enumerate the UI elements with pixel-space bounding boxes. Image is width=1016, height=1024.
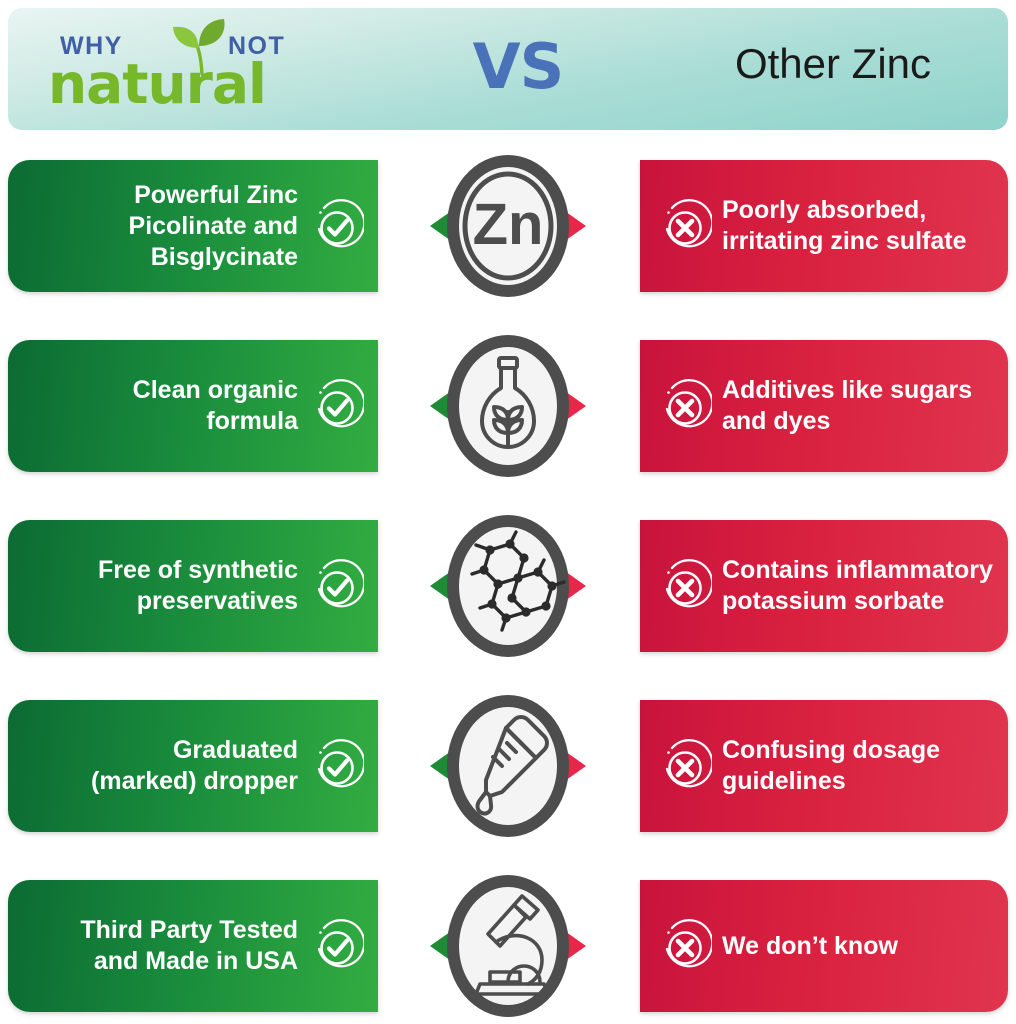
logo-word-not: NOT [228,32,286,60]
logo-word-natural: natural [48,52,267,116]
check-circle-icon [317,559,364,608]
check-circle-icon [317,379,364,428]
comparison-row: Powerful Zinc Picolinate and Bisglycinat… [0,155,1016,297]
center-medallion [430,694,586,838]
con-panel[interactable]: Contains inflammatory potassium sorbate [640,520,1008,652]
con-panel-text: Poorly absorbed, irritating zinc sulfate [722,196,967,255]
check-circle-icon [317,199,364,248]
con-panel-text: Contains inflammatory potassium sorbate [722,556,993,615]
comparison-row: Clean organic formula [0,335,1016,477]
check-circle-icon [317,739,364,788]
comparison-row: Graduated (marked) dropper [0,695,1016,837]
pro-panel-text: Free of synthetic preservatives [97,556,298,615]
con-panel[interactable]: Poorly absorbed, irritating zinc sulfate [640,160,1008,292]
comparison-row: Free of synthetic preservatives [0,515,1016,657]
check-circle-icon [317,919,364,968]
pro-panel[interactable]: Graduated (marked) dropper [8,700,378,832]
pro-panel-text: Graduated (marked) dropper [91,736,298,795]
leaf-icon [173,19,225,76]
flask-plant-icon [447,335,569,477]
x-circle-icon [665,379,712,428]
pro-panel-text: Clean organic formula [132,376,298,435]
center-medallion [430,514,586,658]
center-medallion: Zn [430,154,586,298]
center-medallion [430,334,586,478]
zinc-element-icon: Zn [447,155,569,297]
con-panel-text: We don’t know [722,931,898,960]
x-circle-icon [665,559,712,608]
con-panel-text: Additives like sugars and dyes [722,376,973,435]
x-circle-icon [665,739,712,788]
pro-panel-text: Powerful Zinc Picolinate and Bisglycinat… [128,180,298,271]
zn-symbol-text: Zn [473,192,544,257]
pro-panel[interactable]: Free of synthetic preservatives [8,520,378,652]
microscope-icon [447,875,569,1017]
x-circle-icon [665,919,712,968]
molecule-icon [447,515,569,657]
logo-top-row: WHY NOT [60,19,340,76]
x-circle-icon [665,199,712,248]
con-panel[interactable]: We don’t know [640,880,1008,1012]
vs-label: VS [472,30,565,103]
con-panel-text: Confusing dosage guidelines [722,736,941,795]
logo-word-why: WHY [60,32,123,60]
other-zinc-title: Other Zinc [734,40,932,87]
pro-panel-text: Third Party Tested and Made in USA [80,916,298,975]
header-band: WHY NOT natural VS Other Zinc [8,8,1008,130]
pro-panel[interactable]: Clean organic formula [8,340,378,472]
con-panel[interactable]: Confusing dosage guidelines [640,700,1008,832]
pro-panel[interactable]: Third Party Tested and Made in USA [8,880,378,1012]
comparison-row: Third Party Tested and Made in USA [0,875,1016,1017]
brand-logo: WHY NOT natural [48,19,348,118]
con-panel[interactable]: Additives like sugars and dyes [640,340,1008,472]
pro-panel[interactable]: Powerful Zinc Picolinate and Bisglycinat… [8,160,378,292]
dropper-icon [447,695,569,837]
center-medallion [430,874,586,1018]
